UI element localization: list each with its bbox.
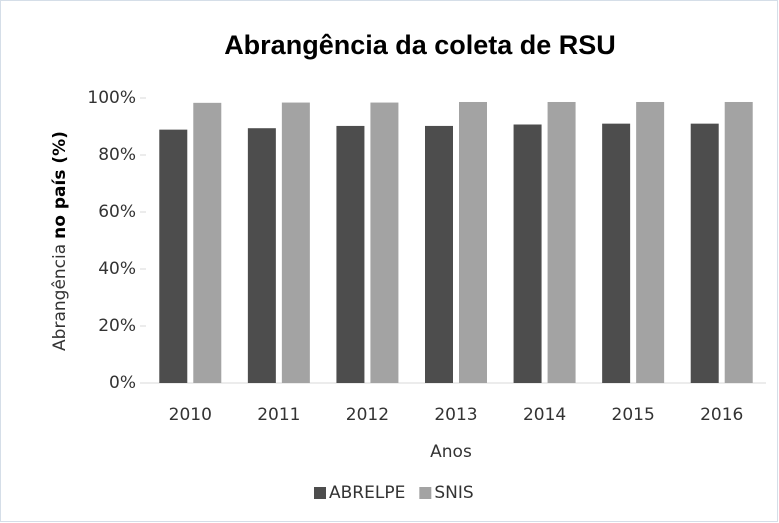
legend-label: ABRELPE — [329, 483, 405, 503]
y-tick-label: 100% — [87, 88, 136, 108]
bar — [247, 128, 276, 383]
x-tick-label: 2014 — [523, 405, 566, 425]
x-tick-label: 2016 — [700, 405, 743, 425]
x-axis-label: Anos — [430, 442, 472, 462]
bar — [513, 124, 542, 383]
y-axis-label: Abrangência no país (%) — [50, 131, 70, 351]
chart-title: Abrangência da coleta de RSU — [224, 30, 616, 60]
bar — [425, 125, 453, 384]
y-tick-label: 60% — [98, 202, 136, 222]
bar — [193, 102, 222, 383]
bar — [370, 102, 399, 383]
legend-swatch — [314, 487, 326, 499]
y-tick-label: 20% — [98, 316, 136, 336]
x-tick-label: 2012 — [346, 405, 389, 425]
y-tick-label: 80% — [98, 145, 136, 165]
bar — [724, 101, 753, 384]
bar — [336, 125, 365, 384]
legend-swatch — [419, 487, 432, 499]
legend-label: SNIS — [434, 483, 473, 503]
bar — [281, 102, 310, 383]
x-tick-label: 2010 — [169, 405, 212, 425]
x-tick-label: 2015 — [612, 405, 655, 425]
bar — [459, 101, 487, 384]
bar — [602, 123, 631, 384]
bar — [636, 101, 665, 384]
y-axis-label-part: no país (%) — [50, 131, 70, 239]
y-tick-label: 40% — [98, 259, 136, 279]
x-tick-label: 2011 — [257, 405, 300, 425]
x-tick-label: 2013 — [434, 405, 477, 425]
y-tick-label: 0% — [109, 373, 136, 393]
y-axis-label-part: Abrangência — [50, 244, 70, 351]
bar — [547, 101, 576, 384]
bar — [690, 123, 719, 384]
bar — [159, 129, 188, 383]
